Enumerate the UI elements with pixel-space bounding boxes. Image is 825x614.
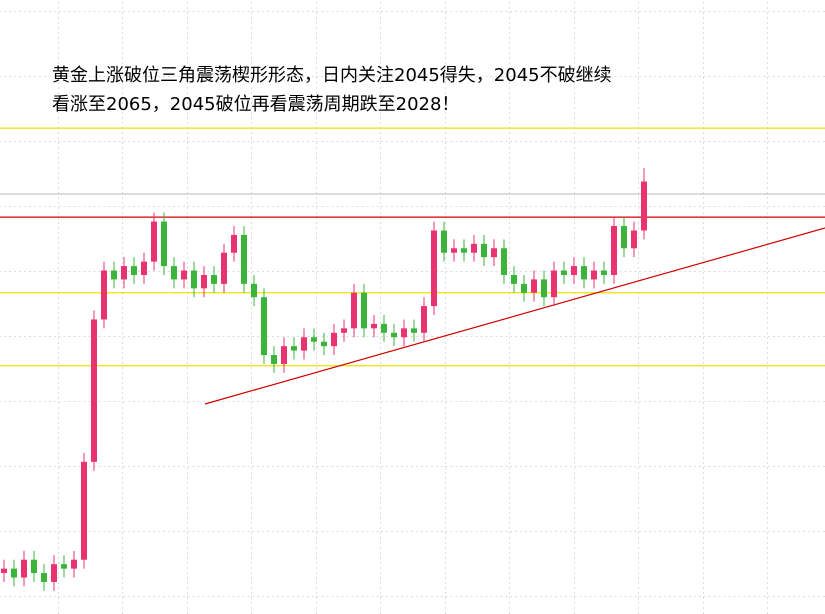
candle-body [561,270,567,275]
candle-body [331,332,337,347]
candle-body [491,248,497,258]
candle-body [431,230,437,307]
candle-body [371,323,377,329]
candle-body [591,270,597,280]
candle-body [441,230,447,253]
candle-body [181,270,187,280]
candle-body [111,270,117,280]
candle-body [131,266,137,275]
candle-body [501,248,507,275]
annotation: 看涨至2065，2045破位再看震荡周期跌至2028！ [52,94,459,115]
candle-body [531,279,537,293]
candle-body [611,226,617,275]
trend-line [204,227,825,405]
candle-body [551,270,557,298]
candle-body [41,573,47,582]
candle-body [191,270,197,289]
candle-body [271,355,277,364]
candle-body [161,221,167,267]
candle-body [91,319,97,462]
candle-body [321,341,327,347]
candle-body [71,559,77,569]
candle-body [541,279,547,298]
candle-body [461,248,467,253]
candle-body [621,226,627,249]
candle-body [291,346,297,351]
candle-body [281,346,287,364]
candle-body [231,234,237,253]
candle-body [211,274,217,284]
candle-body [151,221,157,262]
candle-body [341,328,347,333]
candle-body [401,328,407,338]
candle-body [391,332,397,338]
candle-body [21,559,27,578]
annotation: 黄金上涨破位三角震荡楔形形态，日内关注2045得失，2045不破继续 [52,65,612,86]
candle-body [471,243,477,253]
candle-body [641,181,647,231]
candle-body [1,568,7,574]
candle-body [421,306,427,333]
candle-body [581,266,587,280]
candle-body [261,297,267,356]
candle-body [101,270,107,320]
candle-body [201,274,207,289]
candle-body [51,564,57,582]
candle-body [481,243,487,258]
candle-body [31,559,37,574]
candle-body [511,274,517,284]
candle-body [241,234,247,284]
candle-body [141,261,147,275]
candle-body [11,568,17,578]
candle-body [311,337,317,342]
candle-body [171,266,177,280]
candle-body [251,283,257,298]
candle-body [411,328,417,333]
candle-body [61,564,67,569]
candle-body [521,283,527,293]
candle-body [221,252,227,284]
candle-body [81,461,87,560]
candle-body [381,323,387,333]
candle-body [351,292,357,329]
candle-body [571,266,577,275]
candle-body [301,337,307,351]
candle-body [361,292,367,329]
candle-body [601,270,607,275]
candle-body [631,230,637,249]
candle-body [121,266,127,280]
candle-body [451,248,457,253]
